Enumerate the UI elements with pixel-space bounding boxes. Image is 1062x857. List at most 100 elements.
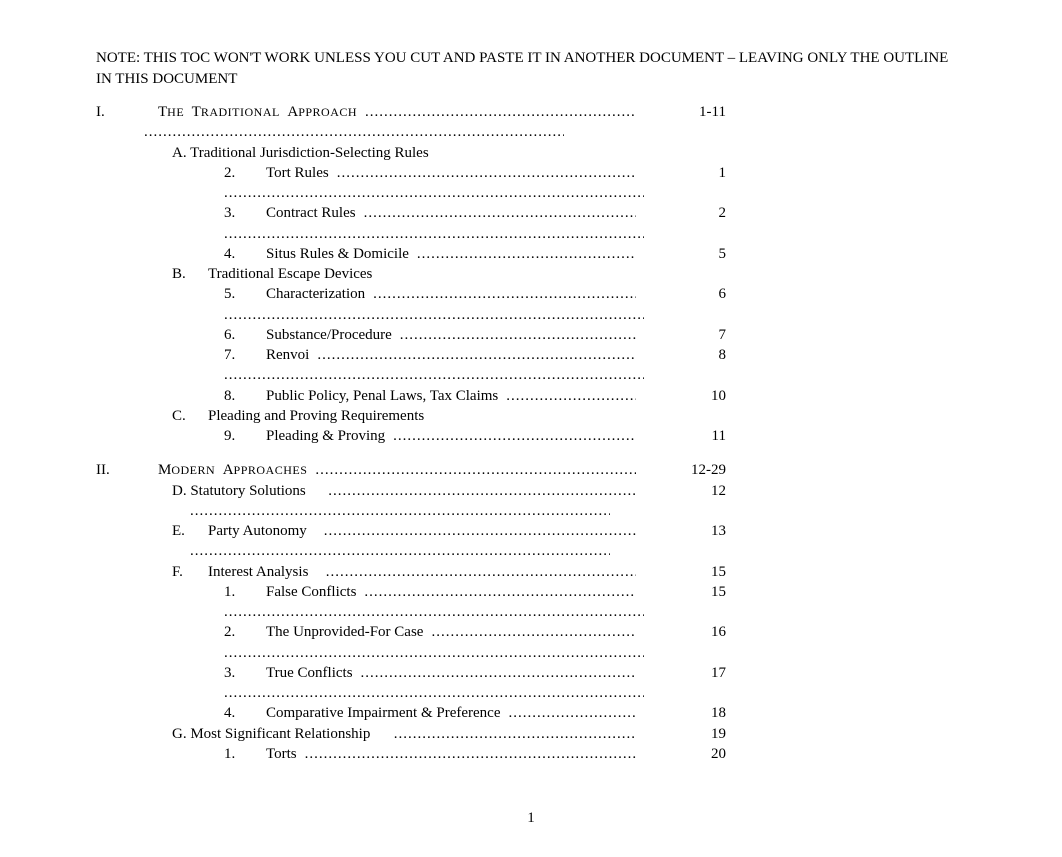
leader-dots: ........................................…	[224, 365, 644, 385]
page-ref: 19	[676, 724, 726, 744]
section-title: THE TRADITIONAL APPROACH	[158, 102, 365, 122]
page-ref: 15	[676, 562, 726, 582]
leader-dots: ........................................…	[224, 183, 644, 203]
page-ref: 7	[676, 325, 726, 345]
toc-subsection-f: F. Interest Analysis ...................…	[96, 562, 966, 582]
subsection-title: A. Traditional Jurisdiction-Selecting Ru…	[172, 143, 437, 163]
leader-dots: ........................................…	[224, 224, 644, 244]
item-marker: 1.	[224, 744, 266, 764]
item-marker: 6.	[224, 325, 266, 345]
page-ref: 6	[676, 284, 726, 304]
leader-dots: ........................................…	[393, 426, 636, 446]
toc-continuation: ........................................…	[96, 122, 966, 142]
page-ref: 16	[676, 622, 726, 642]
subsection-marker: E.	[172, 521, 208, 541]
toc-item: 9. Pleading & Proving ..................…	[96, 426, 966, 446]
page-ref: 10	[676, 386, 726, 406]
leader-dots: ........................................…	[373, 284, 636, 304]
item-marker: 3.	[224, 203, 266, 223]
toc-continuation: ........................................…	[96, 541, 966, 561]
toc-item: 1. False Conflicts .....................…	[96, 582, 966, 602]
subsection-title: Interest Analysis	[208, 562, 316, 582]
toc-section-2: II. MODERN APPROACHES ..................…	[96, 460, 966, 480]
item-marker: 7.	[224, 345, 266, 365]
leader-dots: ........................................…	[224, 305, 644, 325]
leader-dots: ........................................…	[224, 602, 644, 622]
item-marker: 1.	[224, 582, 266, 602]
page-ref: 2	[676, 203, 726, 223]
toc-item: 6. Substance/Procedure .................…	[96, 325, 966, 345]
leader-dots: ........................................…	[224, 683, 644, 703]
toc-subsection-b: B. Traditional Escape Devices	[96, 264, 966, 284]
page-ref: 12	[676, 481, 726, 501]
toc-item: 3. True Conflicts ......................…	[96, 663, 966, 683]
toc-item: 5. Characterization ....................…	[96, 284, 966, 304]
toc-subsection-g: G. Most Significant Relationship .......…	[96, 724, 966, 744]
item-title: Substance/Procedure	[266, 325, 400, 345]
page-ref: 11	[676, 426, 726, 446]
item-title: Public Policy, Penal Laws, Tax Claims	[266, 386, 506, 406]
page-ref: 8	[676, 345, 726, 365]
toc-item: 2. Tort Rules ..........................…	[96, 163, 966, 183]
leader-dots: ........................................…	[400, 325, 636, 345]
item-title: Renvoi	[266, 345, 317, 365]
subsection-title: G. Most Significant Relationship	[172, 724, 378, 744]
document-note: NOTE: THIS TOC WON'T WORK UNLESS YOU CUT…	[96, 48, 966, 90]
leader-dots: ........................................…	[305, 744, 636, 764]
leader-dots: ........................................…	[394, 724, 636, 744]
item-marker: 4.	[224, 244, 266, 264]
leader-dots: ........................................…	[317, 345, 636, 365]
toc-continuation: ........................................…	[96, 365, 966, 385]
item-marker: 5.	[224, 284, 266, 304]
page-ref: 17	[676, 663, 726, 683]
page-ref: 1	[676, 163, 726, 183]
leader-dots: ........................................…	[509, 703, 637, 723]
page-ref: 18	[676, 703, 726, 723]
page-ref: 13	[676, 521, 726, 541]
toc-item: 7. Renvoi ..............................…	[96, 345, 966, 365]
toc-section-1: I. THE TRADITIONAL APPROACH ............…	[96, 102, 966, 122]
leader-dots: ........................................…	[190, 501, 610, 521]
item-title: Comparative Impairment & Preference	[266, 703, 509, 723]
leader-dots: ........................................…	[417, 244, 636, 264]
subsection-marker: B.	[172, 264, 208, 284]
page-number: 1	[96, 810, 966, 827]
leader-dots: ........................................…	[315, 460, 636, 480]
toc-item: 2. The Unprovided-For Case .............…	[96, 622, 966, 642]
subsection-title: D. Statutory Solutions	[172, 481, 314, 501]
subsection-marker: F.	[172, 562, 208, 582]
toc-continuation: ........................................…	[96, 602, 966, 622]
item-marker: 3.	[224, 663, 266, 683]
leader-dots: ........................................…	[328, 481, 636, 501]
subsection-marker: C.	[172, 406, 208, 426]
leader-dots: ........................................…	[506, 386, 636, 406]
page-ref: 12-29	[676, 460, 726, 480]
toc-subsection-a: A. Traditional Jurisdiction-Selecting Ru…	[96, 143, 966, 163]
item-marker: 9.	[224, 426, 266, 446]
leader-dots: ........................................…	[324, 521, 636, 541]
toc-continuation: ........................................…	[96, 501, 966, 521]
item-marker: 4.	[224, 703, 266, 723]
toc-subsection-d: D. Statutory Solutions .................…	[96, 481, 966, 501]
item-title: Situs Rules & Domicile	[266, 244, 417, 264]
leader-dots: ........................................…	[431, 622, 636, 642]
section-marker: I.	[96, 102, 158, 122]
toc-item: 8. Public Policy, Penal Laws, Tax Claims…	[96, 386, 966, 406]
toc-continuation: ........................................…	[96, 643, 966, 663]
item-title: Contract Rules	[266, 203, 364, 223]
item-marker: 2.	[224, 163, 266, 183]
page-ref: 5	[676, 244, 726, 264]
toc-subsection-c: C. Pleading and Proving Requirements	[96, 406, 966, 426]
leader-dots: ........................................…	[326, 562, 636, 582]
leader-dots: ........................................…	[364, 582, 636, 602]
item-marker: 8.	[224, 386, 266, 406]
subsection-title: Traditional Escape Devices	[208, 264, 380, 284]
subsection-title: Party Autonomy	[208, 521, 315, 541]
item-title: Pleading & Proving	[266, 426, 393, 446]
toc-continuation: ........................................…	[96, 224, 966, 244]
section-marker: II.	[96, 460, 158, 480]
leader-dots: ........................................…	[365, 102, 636, 122]
item-marker: 2.	[224, 622, 266, 642]
toc-continuation: ........................................…	[96, 683, 966, 703]
toc-item: 3. Contract Rules ......................…	[96, 203, 966, 223]
